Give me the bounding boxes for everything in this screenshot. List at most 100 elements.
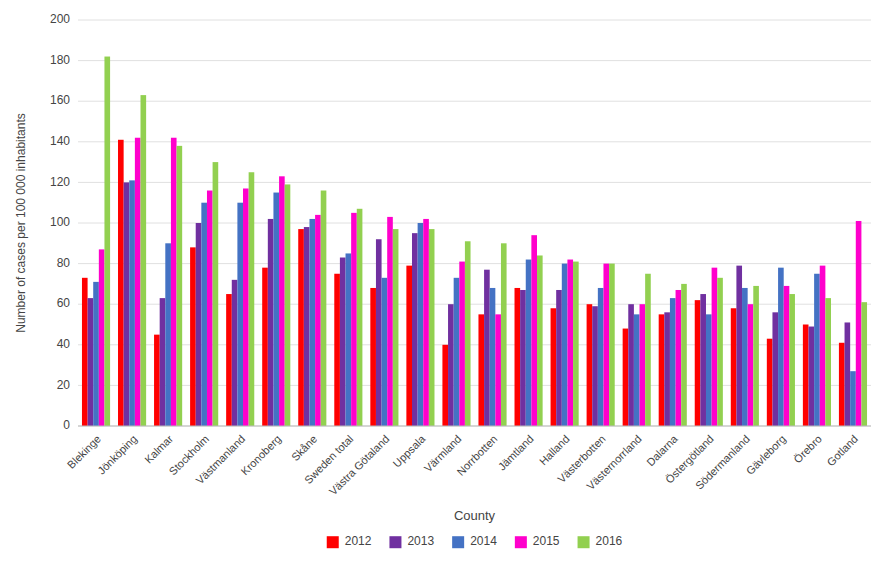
bar xyxy=(695,300,701,426)
bar xyxy=(459,262,465,426)
grid-line xyxy=(78,101,871,102)
bar xyxy=(551,308,557,426)
bar xyxy=(808,327,814,426)
y-tick-label: 80 xyxy=(57,256,71,270)
bar xyxy=(748,304,754,426)
legend-swatch xyxy=(389,536,401,548)
bar xyxy=(767,339,773,426)
bar xyxy=(213,162,219,426)
bar xyxy=(357,209,363,426)
x-tick-label: Kalmar xyxy=(142,432,175,465)
legend: 20122013201420152016 xyxy=(327,534,623,548)
bar xyxy=(171,138,177,426)
bar-series xyxy=(99,138,862,426)
bar xyxy=(634,314,640,426)
bar xyxy=(279,176,285,426)
bar xyxy=(376,239,382,426)
bar-series xyxy=(93,180,856,426)
bar xyxy=(160,298,166,426)
bar xyxy=(104,57,110,426)
y-tick-label: 0 xyxy=(63,418,70,432)
bar xyxy=(315,215,321,426)
bar xyxy=(309,219,315,426)
bar xyxy=(789,294,795,426)
y-tick-label: 40 xyxy=(57,337,71,351)
legend-swatch xyxy=(327,536,339,548)
bar xyxy=(628,304,634,426)
legend-label: 2015 xyxy=(533,534,560,548)
bar xyxy=(567,260,573,426)
bar xyxy=(778,268,784,426)
bar-series xyxy=(82,140,845,426)
bar xyxy=(670,298,676,426)
grid-line xyxy=(78,182,871,183)
bar xyxy=(839,343,845,426)
bar xyxy=(850,371,856,426)
bar xyxy=(201,203,207,426)
x-tick-label: Jönköping xyxy=(95,433,139,477)
bar xyxy=(207,191,213,426)
legend-item: 2014 xyxy=(452,534,497,548)
bar xyxy=(273,193,279,426)
bar xyxy=(448,304,454,426)
bar xyxy=(478,314,484,426)
x-axis: BlekingeJönköpingKalmarStockholmVästmanl… xyxy=(65,432,860,497)
x-tick-label: Jämtland xyxy=(496,433,536,473)
y-axis-title: Number of cases per 100 000 inhabitants xyxy=(14,113,28,332)
y-tick-label: 160 xyxy=(50,93,70,107)
bar xyxy=(442,345,448,426)
bar xyxy=(298,229,304,426)
bar xyxy=(423,219,429,426)
bar xyxy=(141,95,147,426)
bar xyxy=(717,278,723,426)
x-tick-label: Skåne xyxy=(289,433,320,464)
bar xyxy=(406,266,412,426)
bar xyxy=(382,278,388,426)
bar xyxy=(712,268,718,426)
legend-label: 2012 xyxy=(345,534,372,548)
bar xyxy=(640,304,646,426)
bar xyxy=(190,247,196,426)
y-tick-label: 200 xyxy=(50,12,70,26)
bar xyxy=(243,188,249,426)
bar xyxy=(592,306,598,426)
bar xyxy=(334,274,340,426)
legend-label: 2014 xyxy=(470,534,497,548)
bar xyxy=(573,262,579,426)
bar xyxy=(351,213,357,426)
bar xyxy=(803,325,809,427)
bar xyxy=(304,227,310,426)
grid-line xyxy=(78,20,871,21)
x-tick-label: Västra Götaland xyxy=(327,433,392,498)
bar xyxy=(753,286,759,426)
bar xyxy=(177,146,183,426)
x-tick-label: Gotland xyxy=(824,433,860,469)
y-tick-label: 120 xyxy=(50,175,70,189)
x-tick-label: Örebro xyxy=(791,433,824,466)
y-tick-label: 60 xyxy=(57,296,71,310)
bar xyxy=(196,223,202,426)
bar xyxy=(465,241,471,426)
legend-label: 2013 xyxy=(407,534,434,548)
bar xyxy=(412,233,418,426)
bar xyxy=(736,266,742,426)
grid xyxy=(78,20,871,426)
bar xyxy=(226,294,232,426)
bar xyxy=(623,329,629,426)
bar xyxy=(501,243,507,426)
bar xyxy=(321,191,327,426)
bar xyxy=(856,221,862,426)
bar xyxy=(268,219,274,426)
bar xyxy=(681,284,687,426)
x-axis-title: County xyxy=(454,508,496,523)
bar xyxy=(495,314,501,426)
bar xyxy=(393,229,399,426)
bar xyxy=(861,302,867,426)
legend-swatch xyxy=(515,536,527,548)
y-tick-label: 180 xyxy=(50,53,70,67)
bar xyxy=(370,288,376,426)
bar xyxy=(825,298,831,426)
bar xyxy=(135,138,141,426)
x-tick-label: Södermanland xyxy=(693,433,752,492)
bar xyxy=(659,314,665,426)
